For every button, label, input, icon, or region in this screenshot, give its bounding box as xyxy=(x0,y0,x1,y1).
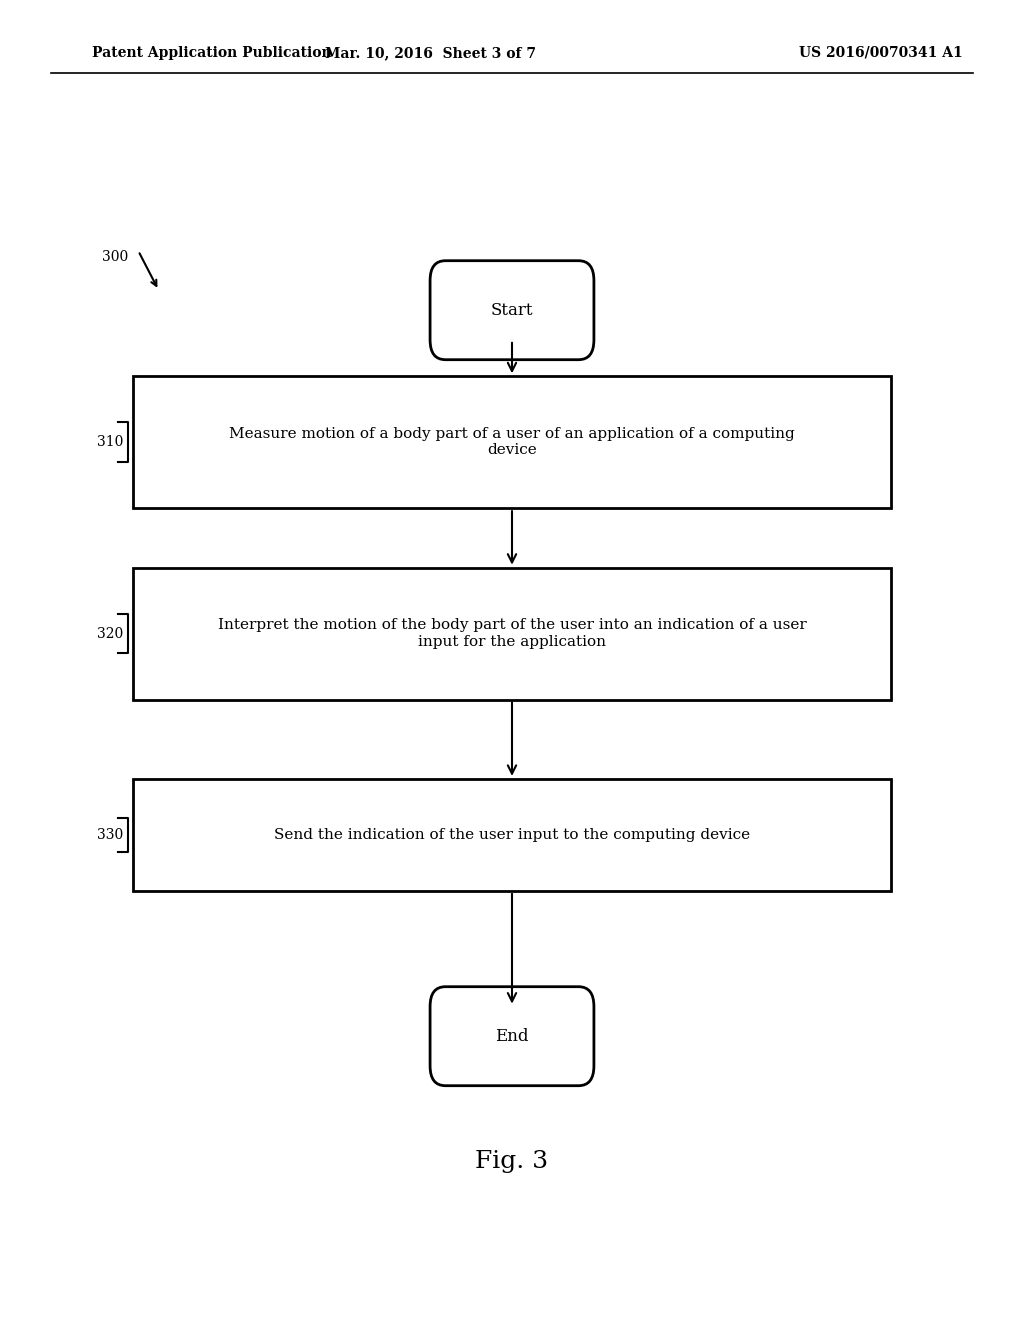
FancyBboxPatch shape xyxy=(430,261,594,359)
Text: Fig. 3: Fig. 3 xyxy=(475,1150,549,1173)
Text: Send the indication of the user input to the computing device: Send the indication of the user input to… xyxy=(274,828,750,842)
Text: 310: 310 xyxy=(96,436,123,449)
FancyBboxPatch shape xyxy=(133,376,891,508)
Text: Mar. 10, 2016  Sheet 3 of 7: Mar. 10, 2016 Sheet 3 of 7 xyxy=(325,46,536,59)
Text: 300: 300 xyxy=(101,251,128,264)
Text: Start: Start xyxy=(490,302,534,318)
Text: US 2016/0070341 A1: US 2016/0070341 A1 xyxy=(799,46,963,59)
Text: 330: 330 xyxy=(96,828,123,842)
Text: 320: 320 xyxy=(96,627,123,640)
FancyBboxPatch shape xyxy=(133,779,891,891)
Text: Patent Application Publication: Patent Application Publication xyxy=(92,46,332,59)
Text: End: End xyxy=(496,1028,528,1044)
FancyBboxPatch shape xyxy=(133,568,891,700)
Text: Interpret the motion of the body part of the user into an indication of a user
i: Interpret the motion of the body part of… xyxy=(218,619,806,648)
Text: Measure motion of a body part of a user of an application of a computing
device: Measure motion of a body part of a user … xyxy=(229,428,795,457)
FancyBboxPatch shape xyxy=(430,987,594,1085)
